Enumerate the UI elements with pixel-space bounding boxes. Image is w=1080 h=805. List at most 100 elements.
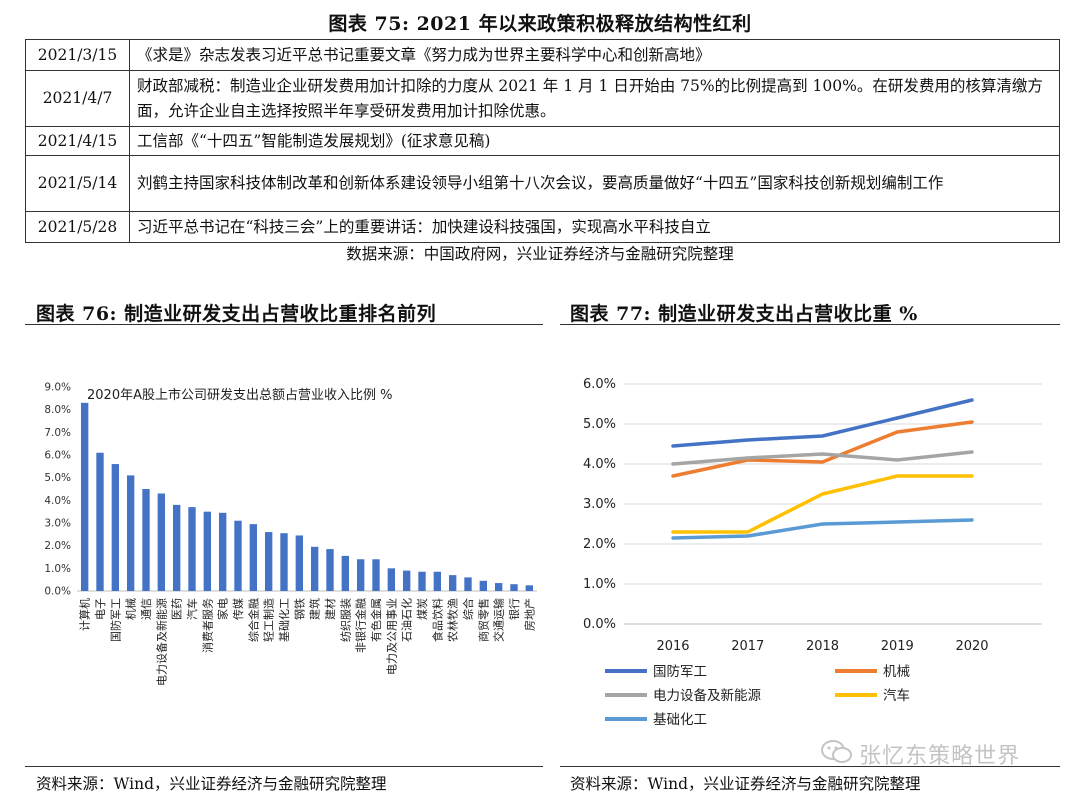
watermark-text: 张忆东策略世界: [859, 744, 1021, 769]
x-tick-label: 钢铁: [293, 598, 306, 620]
x-tick-label: 2019: [881, 639, 914, 654]
bar: [448, 575, 457, 591]
y-tick-label: 9.0%: [44, 382, 71, 394]
bar: [126, 475, 135, 591]
row-text: 刘鹤主持国家科技体制改革和创新体系建设领导小组第十八次会议，要高质量做好“十四五…: [129, 155, 1060, 212]
y-tick-label: 0.0%: [44, 586, 71, 598]
x-tick-label: 国防军工: [108, 598, 122, 642]
row-date: 2021/4/15: [25, 126, 130, 156]
row-text: 财政部减税：制造业企业研发费用加计扣除的力度从 2021 年 1 月 1 日开始…: [129, 70, 1060, 127]
x-tick-label: 食品饮料: [430, 598, 444, 642]
bar: [96, 452, 104, 591]
table-row: 2021/5/14 刘鹤主持国家科技体制改革和创新体系建设领导小组第十八次会议，…: [25, 155, 1060, 212]
line-chart: 0.0% 1.0% 2.0% 3.0% 4.0% 5.0% 6.0% 2016 2017 2018…: [583, 377, 1042, 728]
row-text: 工信部《“十四五”智能制造发展规划》(征求意见稿): [129, 126, 1060, 156]
x-tick-label: 有色金属: [369, 598, 383, 642]
bar: [326, 549, 334, 591]
chart-title: 2020年A股上市公司研发支出总额占营业收入比例 %: [87, 387, 392, 403]
bar: [80, 402, 89, 591]
x-tick-label: 综合: [461, 598, 475, 620]
table-row: 2021/4/7 财政部减税：制造业企业研发费用加计扣除的力度从 2021 年 …: [25, 70, 1060, 127]
series-line: [671, 518, 974, 540]
series-line: [671, 450, 974, 466]
row-date: 2021/5/28: [25, 211, 130, 243]
y-tick-label: 1.0%: [583, 577, 616, 592]
legend-label: 机械: [883, 664, 910, 680]
x-tick-label: 传媒: [232, 598, 245, 620]
x-tick-label: 机械: [124, 598, 138, 620]
x-tick-label: 电子: [94, 598, 107, 620]
series-line: [671, 398, 974, 448]
watermark: 张忆东策略世界: [820, 738, 1020, 770]
x-tick-label: 石油石化: [400, 598, 414, 642]
fig77-bottom-rule: [560, 766, 1060, 767]
x-tick-label: 家电: [216, 598, 230, 620]
y-tick-label: 2.0%: [583, 537, 616, 552]
bar: [310, 546, 319, 591]
bar-chart: 0.0% 1.0% 2.0% 3.0% 4.0% 5.0% 6.0% 7.0% 8.0% 9.0%…: [44, 382, 537, 686]
bar: [142, 489, 150, 591]
x-tick-label: 交通运输: [492, 598, 506, 642]
x-tick-label: 综合金融: [246, 598, 260, 642]
fig77-title-rule: [560, 324, 1060, 325]
legend-label: 电力设备及新能源: [653, 687, 761, 704]
fig75-title: 图表 75: 2021 年以来政策积极释放结构性红利: [328, 13, 752, 35]
row-text: 习近平总书记在“科技三会”上的重要讲话：加快建设科技强国，实现高水平科技自立: [129, 211, 1060, 243]
bar: [494, 583, 503, 591]
bar: [372, 559, 380, 591]
legend-label: 基础化工: [653, 711, 707, 728]
bar: [356, 559, 365, 591]
row-date: 2021/5/14: [25, 155, 130, 212]
row-text: 《求是》杂志发表习近平总书记重要文章《努力成为世界主要科学中心和创新高地》: [129, 39, 1060, 71]
wechat-icon: [820, 739, 854, 769]
row-date: 2021/3/15: [25, 39, 130, 71]
bar: [172, 504, 181, 591]
x-tick-label: 非银行金融: [354, 598, 368, 653]
bar: [479, 580, 488, 591]
x-tick-label: 汽车: [185, 598, 199, 620]
x-tick-label: 煤炭: [416, 598, 429, 620]
x-tick-label: 建材: [323, 598, 337, 620]
series-line: [671, 420, 974, 478]
bar: [157, 493, 166, 591]
bar: [433, 571, 442, 591]
row-date: 2021/4/7: [25, 70, 130, 127]
y-tick-label: 0.0%: [583, 617, 616, 632]
y-tick-label: 2.0%: [44, 540, 71, 552]
x-tick-label: 通信: [140, 598, 153, 620]
x-tick-label: 电力及公用事业: [385, 598, 398, 675]
x-tick-label: 计算机: [78, 598, 92, 631]
bar: [402, 570, 411, 591]
series-line: [671, 474, 974, 534]
y-tick-label: 4.0%: [583, 457, 616, 472]
x-tick-label: 2017: [731, 639, 764, 654]
bar: [341, 555, 350, 591]
x-tick-label: 银行: [507, 598, 521, 620]
y-tick-label: 6.0%: [583, 377, 616, 392]
legend-label: 汽车: [883, 687, 910, 704]
y-tick-label: 1.0%: [44, 563, 71, 575]
fig77-title: 图表 77: 制造业研发支出占营收比重 %: [570, 303, 918, 325]
legend-label: 国防军工: [653, 664, 707, 680]
fig76-title-rule: [25, 324, 543, 325]
fig76-source: 资料来源：Wind，兴业证券经济与金融研究院整理: [36, 775, 387, 793]
bar: [295, 535, 304, 591]
bar: [111, 464, 120, 591]
fig76-bottom-rule: [25, 766, 543, 767]
x-tick-label: 2018: [806, 639, 839, 654]
bar: [510, 584, 518, 591]
y-tick-label: 7.0%: [44, 427, 71, 439]
x-tick-label: 医药: [171, 598, 184, 620]
y-tick-label: 8.0%: [44, 404, 71, 416]
policy-table: 2021/3/15 《求是》杂志发表习近平总书记重要文章《努力成为世界主要科学中…: [25, 39, 1060, 243]
x-tick-label: 商贸零售: [476, 598, 490, 642]
bar: [188, 507, 196, 591]
bar: [234, 520, 242, 591]
bar: [387, 568, 396, 591]
x-tick-label: 消费者服务: [200, 598, 214, 653]
x-tick-label: 房地产: [522, 598, 536, 631]
y-tick-label: 5.0%: [583, 417, 616, 432]
fig75-source: 数据来源：中国政府网，兴业证券经济与金融研究院整理: [346, 245, 734, 263]
y-tick-label: 3.0%: [583, 497, 616, 512]
x-tick-label: 基础化工: [277, 598, 291, 642]
